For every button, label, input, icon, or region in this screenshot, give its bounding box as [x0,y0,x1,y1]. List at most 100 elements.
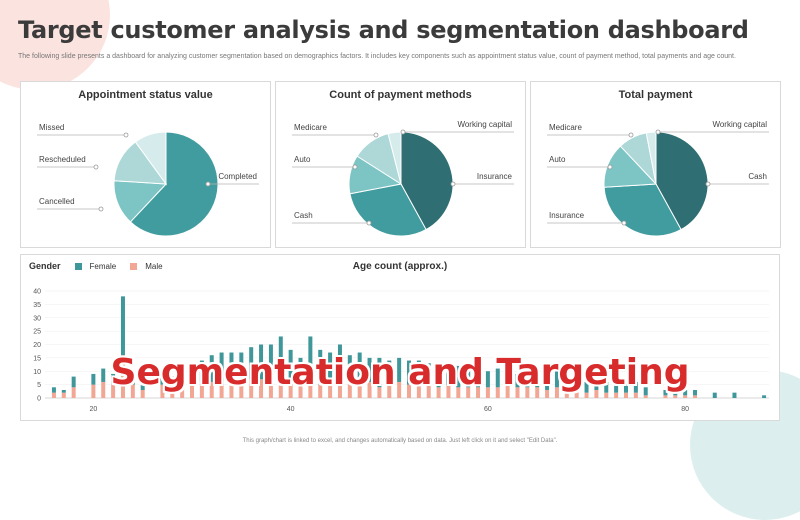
x-tick-80: 80 [681,406,689,413]
bar-male-age-60 [485,387,490,398]
bar-male-age-48 [367,381,372,398]
bar-female-age-54 [426,363,431,385]
leader-dot-auto [607,164,613,170]
pie-label-auto: Auto [294,155,311,164]
bar-female-age-43 [318,349,323,385]
pie-label-medicare: Medicare [294,123,327,132]
bar-female-age-21 [101,368,106,382]
bar-male-age-52 [407,384,411,398]
bar-female-age-68 [564,376,569,390]
pie-label-cash: Cash [294,211,313,220]
bar-male-age-79 [673,395,678,398]
bar-male-age-45 [337,381,342,398]
bar-male-age-33 [219,381,224,398]
pie-label-completed: Completed [218,172,257,181]
bar-female-age-61 [495,368,500,388]
bar-female-age-31 [199,360,204,382]
bar-female-age-29 [180,371,185,385]
bar-female-age-75 [633,381,638,393]
bar-male-age-44 [328,381,333,398]
bar-male-age-76 [643,395,648,398]
bar-male-age-27 [160,384,165,398]
appointment-status-title: Appointment status value [78,89,213,101]
bar-female-age-18 [71,376,76,388]
legend-male-label: Male [145,261,163,271]
bar-female-age-39 [278,336,283,380]
leader-dot-cancelled [98,206,104,212]
pie-label-rescheduled: Rescheduled [39,155,86,164]
leader-dot-completed [205,181,211,187]
bar-female-age-27 [160,373,165,385]
bar-female-age-83 [712,392,717,398]
bar-male-age-56 [446,384,451,398]
bar-male-age-58 [466,387,471,398]
bar-female-age-50 [387,360,392,385]
bar-female-age-47 [357,352,362,382]
bar-female-age-49 [377,357,382,388]
total-payment-card: Total payment Cash Insurance Auto Medicare W… [530,81,781,248]
bar-male-age-31 [199,381,204,398]
bar-male-age-41 [298,381,303,398]
bar-male-age-65 [535,387,540,398]
bar-male-age-40 [288,381,293,398]
leader-dot-insurance [621,220,627,226]
pie-slice-cash [655,131,709,231]
bar-female-age-17 [61,389,66,393]
bar-male-age-51 [397,381,402,398]
y-tick-0: 0 [37,396,41,403]
bar-female-age-36 [249,347,254,380]
legend-female-swatch [74,262,82,270]
payment-methods-title: Count of payment methods [329,89,472,101]
pie-slice-completed [129,131,219,237]
pie-label-missed: Missed [39,123,64,132]
pie-label-cancelled: Cancelled [39,197,75,206]
bar-male-age-70 [584,392,589,398]
bar-female-age-35 [239,352,244,382]
bar-male-age-73 [614,392,619,398]
leader-dot-medicare [373,132,379,138]
leader-dot-missed [123,132,129,138]
bar-female-age-25 [140,381,145,390]
bar-male-age-66 [545,389,550,398]
bar-female-age-72 [604,381,609,393]
pie-label-insurance: Insurance [549,211,585,220]
bar-male-age-17 [61,392,66,398]
pie-slice-missed [134,131,167,186]
appointment-status-pie: Completed Cancelled Rescheduled Missed [37,123,259,237]
bar-female-age-32 [209,355,214,382]
bar-male-age-71 [594,389,599,398]
bar-male-age-18 [71,387,76,398]
bar-male-age-22 [111,384,116,398]
bar-male-age-62 [505,384,510,398]
bar-female-age-52 [407,360,411,385]
bar-male-age-47 [357,381,362,398]
bar-female-age-88 [762,395,767,398]
bar-female-age-30 [190,368,195,382]
leader-dot-cash [705,181,711,187]
bar-female-age-79 [673,387,678,396]
bar-female-age-66 [545,381,550,390]
bar-female-age-80 [683,389,688,396]
bar-male-age-29 [180,384,185,398]
bar-female-age-24 [130,376,135,385]
bar-male-age-30 [190,381,195,398]
bar-male-age-42 [308,381,313,398]
bar-female-age-16 [51,387,56,393]
bar-male-age-78 [663,395,668,398]
legend-male-swatch [130,262,138,270]
gender-legend: Gender Female Male [29,261,163,271]
bar-male-age-63 [515,387,520,398]
bar-female-age-33 [219,352,224,382]
bar-female-age-41 [298,357,303,382]
age-count-card: Gender Female Male Age count (approx.) 0… [20,254,780,421]
bar-male-age-24 [130,384,135,398]
page-description: The following slide presents a dashboard… [18,53,736,60]
total-payment-pie: Cash Insurance Auto Medicare Working capital [547,120,769,237]
bar-male-age-80 [683,395,688,398]
bar-male-age-23 [120,355,125,398]
y-tick-25: 25 [33,329,41,336]
bar-male-age-72 [604,392,609,398]
legend-female-label: Female [89,261,117,271]
decorative-circle-top-left [0,0,110,90]
bar-male-age-32 [209,381,214,398]
